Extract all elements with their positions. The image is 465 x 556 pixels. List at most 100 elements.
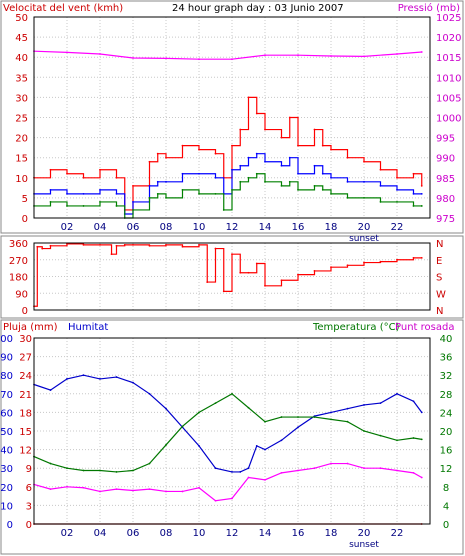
temperature-tick-label: 32: [440, 371, 453, 382]
dewpoint-axis-label: Punt rosada: [395, 322, 454, 333]
pressure-tick-label: 1015: [436, 53, 461, 64]
point-dew_point: [420, 476, 423, 479]
point-temperature: [330, 418, 332, 421]
point-humidity: [239, 471, 242, 473]
wind-tick-label: 40: [15, 53, 28, 64]
point-temperature: [363, 430, 365, 432]
temperature-tick-label: 12: [440, 464, 453, 475]
point-pressure: [420, 51, 423, 53]
point-wind_direction: [49, 244, 52, 247]
point-humidity: [231, 471, 233, 473]
point-humidity: [165, 407, 167, 410]
point-wind_direction: [198, 243, 200, 246]
point-wind_min: [198, 192, 200, 195]
point-humidity: [66, 378, 68, 380]
direction-tick-label: 360: [9, 239, 28, 250]
humidity-tick-label: 80: [0, 371, 13, 382]
point-wind_avg: [66, 192, 68, 195]
point-wind_direction: [36, 245, 39, 248]
point-humidity: [99, 378, 101, 380]
point-wind_direction: [115, 244, 118, 247]
point-dew_point: [346, 462, 349, 465]
pressure-tick-label: 1000: [436, 114, 461, 125]
x-tick-label: 04: [94, 222, 107, 233]
pressure-tick-label: 975: [436, 214, 455, 225]
point-wind_min: [321, 188, 324, 191]
point-wind_gust: [412, 172, 415, 175]
temperature-tick-label: 28: [440, 390, 453, 401]
point-wind_gust: [66, 172, 68, 175]
point-wind_gust: [363, 160, 365, 163]
point-wind_gust: [156, 152, 159, 155]
point-dew_point: [280, 471, 283, 474]
chart-title: 24 hour graph day : 03 Junio 2007: [172, 3, 344, 14]
point-humidity: [148, 392, 151, 395]
x-tick-label: 10: [193, 528, 206, 539]
point-wind_direction: [99, 243, 101, 246]
point-humidity: [412, 400, 415, 403]
point-wind_gust: [264, 128, 266, 131]
point-temperature: [115, 471, 118, 473]
point-temperature: [214, 402, 217, 404]
pressure-axis-label: Pressió (mb): [398, 2, 460, 14]
top-plot-area: [33, 16, 431, 219]
point-temperature: [99, 469, 101, 472]
point-wind_gust: [396, 176, 398, 179]
humidity-tick-label: 90: [0, 353, 13, 364]
x-tick-label: 08: [160, 222, 173, 233]
point-wind_min: [396, 201, 398, 203]
x-tick-label: 06: [127, 222, 140, 233]
humidity-axis-label: Humitat: [68, 322, 108, 333]
point-temperature: [49, 462, 52, 465]
point-temperature: [148, 462, 151, 465]
point-temperature: [396, 439, 398, 442]
point-wind_avg: [115, 192, 118, 195]
rain-tick-label: 18: [19, 408, 32, 419]
rain-tick-label: 27: [19, 353, 32, 364]
point-wind_direction: [214, 247, 217, 250]
wind-tick-label: 30: [15, 93, 28, 104]
rain-tick-label: 9: [26, 464, 32, 475]
point-temperature: [412, 437, 415, 439]
rain-tick-label: 12: [19, 446, 32, 457]
point-wind_avg: [420, 192, 423, 195]
point-wind_gust: [82, 176, 85, 179]
point-wind_gust: [165, 156, 167, 159]
point-humidity: [379, 402, 382, 404]
point-wind_direction: [132, 243, 134, 246]
direction-plot-area: [33, 242, 431, 311]
point-temperature: [379, 434, 382, 437]
wind-tick-label: 20: [15, 134, 28, 145]
point-dew_point: [313, 467, 316, 470]
direction-tick-label: 0: [22, 306, 28, 317]
humidity-tick-label: 10: [0, 501, 13, 512]
point-wind_min: [231, 188, 233, 191]
point-wind_min: [82, 205, 85, 207]
x-tick-label: 12: [226, 222, 239, 233]
point-temperature: [420, 438, 423, 441]
point-humidity: [198, 444, 200, 447]
point-humidity: [396, 392, 398, 395]
point-wind_min: [420, 205, 423, 207]
point-humidity: [264, 448, 266, 451]
sunset-label: sunset: [349, 540, 379, 550]
point-wind_min: [132, 209, 134, 211]
rain-tick-label: 21: [19, 390, 32, 401]
point-wind_avg: [165, 180, 167, 183]
point-wind_min: [313, 184, 316, 187]
humidity-tick-label: 30: [0, 464, 13, 475]
point-wind_gust: [255, 112, 258, 115]
x-tick-label: 16: [292, 222, 305, 233]
point-wind_avg: [181, 172, 184, 175]
point-pressure: [66, 51, 68, 54]
point-wind_direction: [379, 260, 382, 263]
point-dew_point: [49, 488, 52, 491]
point-temperature: [66, 467, 68, 470]
pressure-tick-label: 985: [436, 174, 455, 185]
x-tick-label: 08: [160, 528, 173, 539]
point-wind_avg: [321, 172, 324, 175]
compass-label: N: [436, 239, 443, 250]
humidity-tick-label: 0: [7, 520, 13, 531]
point-dew_point: [66, 485, 68, 488]
